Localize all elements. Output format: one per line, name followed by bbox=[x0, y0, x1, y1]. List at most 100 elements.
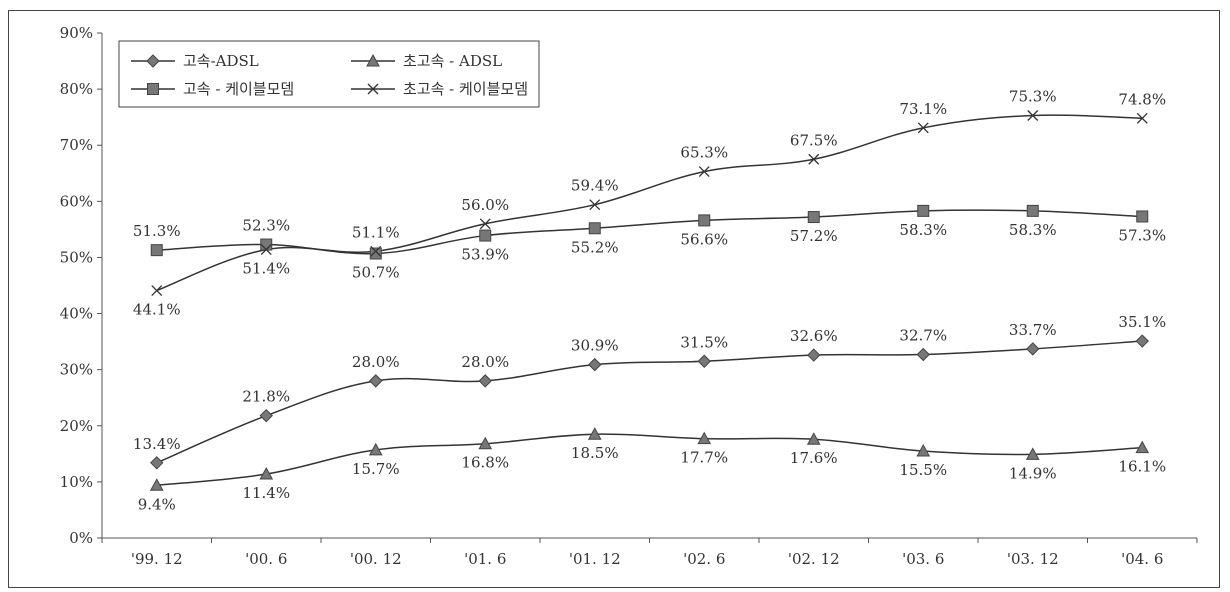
series-1-data-label: 31.5% bbox=[680, 333, 728, 351]
series-2-point bbox=[1135, 440, 1150, 454]
y-tick-label: 30% bbox=[60, 361, 93, 379]
series-2-data-label: 16.1% bbox=[1118, 458, 1166, 476]
series-3-point bbox=[369, 247, 382, 260]
y-tick-label: 10% bbox=[60, 473, 93, 491]
axes: 0% 10% 20% 30% 40% 50% 60% 70% 80% 90% '99. 12 '00.… bbox=[60, 24, 1198, 568]
series-4-data-label: 51.4% bbox=[242, 260, 290, 278]
x-tick-label: '02. 6 bbox=[683, 550, 725, 568]
series-3-data-label: 55.2% bbox=[571, 238, 619, 256]
series-2-point bbox=[916, 443, 931, 457]
line-chart: 0% 10% 20% 30% 40% 50% 60% 70% 80% 90% '99. 12 '00.… bbox=[60, 24, 1198, 568]
legend-label: 고속-ADSL bbox=[183, 52, 259, 70]
series-1-point bbox=[916, 347, 930, 362]
x-marker-stroke bbox=[589, 199, 601, 211]
x-marker-stroke bbox=[151, 285, 163, 297]
legend: 고속-ADSL 초고속 - ADSL 고속 - 케이블모뎀 초고속 - 케이블모뎀 bbox=[118, 40, 540, 108]
series-1-data-label: 21.8% bbox=[242, 388, 290, 406]
legend-label: 고속 - 케이블모뎀 bbox=[183, 80, 294, 98]
series-2-data-label: 17.6% bbox=[790, 449, 838, 467]
y-tick-label: 20% bbox=[60, 417, 93, 435]
legend-item-4: 초고속 - 케이블모뎀 bbox=[351, 80, 528, 98]
series-4-data-label: 65.3% bbox=[680, 144, 728, 162]
series-2-data-label: 18.5% bbox=[571, 444, 619, 462]
series-1-point bbox=[807, 348, 821, 362]
series-4-point bbox=[370, 245, 382, 257]
x-marker-stroke bbox=[1027, 110, 1039, 121]
series-1-point bbox=[1135, 334, 1149, 348]
x-tick-label: '02. 12 bbox=[788, 550, 840, 568]
series-2-point bbox=[806, 432, 821, 445]
series-1-point bbox=[588, 357, 602, 372]
series-3-point bbox=[1136, 210, 1149, 223]
series-4-point bbox=[808, 153, 820, 165]
x-tick-label: '00. 6 bbox=[245, 550, 287, 568]
series-4-point bbox=[1136, 112, 1148, 124]
series-3-data-label: 57.3% bbox=[1118, 226, 1166, 244]
x-marker-stroke bbox=[1136, 112, 1148, 124]
x-marker-stroke bbox=[808, 153, 820, 165]
series-markers bbox=[149, 110, 1150, 491]
x-marker-stroke bbox=[917, 122, 929, 134]
series-4-data-label: 51.1% bbox=[352, 223, 400, 241]
series-4-point bbox=[260, 244, 272, 256]
series-line-3 bbox=[156, 209, 1143, 255]
series-4-data-label: 67.5% bbox=[790, 131, 838, 149]
series-2-point bbox=[697, 431, 712, 445]
legend-box bbox=[118, 40, 540, 108]
legend-marker bbox=[147, 83, 159, 95]
series-line-4 bbox=[156, 114, 1143, 292]
x-marker-stroke bbox=[260, 244, 272, 256]
series-2-point bbox=[1025, 447, 1040, 460]
series-1-point bbox=[369, 374, 383, 388]
series-2-point bbox=[368, 442, 383, 456]
series-1-data-label: 28.0% bbox=[352, 353, 400, 371]
series-2-data-label: 11.4% bbox=[242, 484, 290, 502]
series-1-data-label: 28.0% bbox=[461, 353, 509, 371]
series-1-data-label: 33.7% bbox=[1009, 321, 1057, 339]
series-1-point bbox=[259, 408, 273, 423]
y-tick-label: 90% bbox=[60, 24, 93, 42]
series-1-data-label: 32.6% bbox=[790, 327, 838, 345]
series-2-data-label: 15.5% bbox=[899, 461, 947, 479]
series-2-point bbox=[259, 466, 274, 480]
series-3-point bbox=[698, 214, 711, 227]
series-3-data-label: 53.9% bbox=[461, 246, 509, 264]
series-3-data-label: 52.3% bbox=[242, 217, 290, 235]
x-marker-stroke bbox=[370, 245, 382, 257]
series-4-data-label: 56.0% bbox=[461, 196, 509, 214]
series-2-point bbox=[587, 427, 602, 440]
legend-item-3: 고속 - 케이블모뎀 bbox=[131, 80, 294, 98]
series-4-point bbox=[479, 218, 491, 230]
series-3-point bbox=[260, 238, 273, 251]
legend-item-1: 고속-ADSL bbox=[131, 52, 259, 70]
legend-label: 초고속 - ADSL bbox=[403, 52, 502, 70]
y-tick-label: 0% bbox=[69, 529, 93, 547]
x-marker-stroke bbox=[479, 218, 491, 230]
series-4-point bbox=[589, 199, 601, 211]
legend-label: 초고속 - 케이블모뎀 bbox=[403, 80, 528, 98]
series-3-point bbox=[150, 244, 163, 257]
series-3-data-label: 56.6% bbox=[680, 230, 728, 248]
y-tick-label: 60% bbox=[60, 192, 93, 210]
legend-item-2: 초고속 - ADSL bbox=[351, 52, 502, 70]
series-3-data-label: 57.2% bbox=[790, 227, 838, 245]
series-2-data-label: 14.9% bbox=[1009, 464, 1057, 482]
x-tick-label: '04. 6 bbox=[1121, 550, 1163, 568]
series-1-point bbox=[150, 456, 164, 470]
series-3-data-label: 51.3% bbox=[133, 222, 181, 240]
y-tick-label: 50% bbox=[60, 248, 93, 266]
x-tick-label: '99. 12 bbox=[131, 550, 183, 568]
series-4-data-label: 74.8% bbox=[1118, 90, 1166, 108]
legend-marker bbox=[146, 54, 160, 68]
series-3-point bbox=[1026, 204, 1039, 217]
y-tick-label: 40% bbox=[60, 305, 93, 323]
series-2-data-label: 15.7% bbox=[352, 460, 400, 478]
series-1-data-label: 30.9% bbox=[571, 337, 619, 355]
legend-marker bbox=[366, 53, 380, 67]
series-2-data-label: 9.4% bbox=[138, 495, 176, 513]
series-4-point bbox=[698, 166, 710, 178]
series-3-data-label: 50.7% bbox=[352, 264, 400, 282]
series-4-data-label: 75.3% bbox=[1009, 87, 1057, 105]
series-3-point bbox=[917, 204, 930, 217]
series-4-data-label: 73.1% bbox=[899, 100, 947, 118]
